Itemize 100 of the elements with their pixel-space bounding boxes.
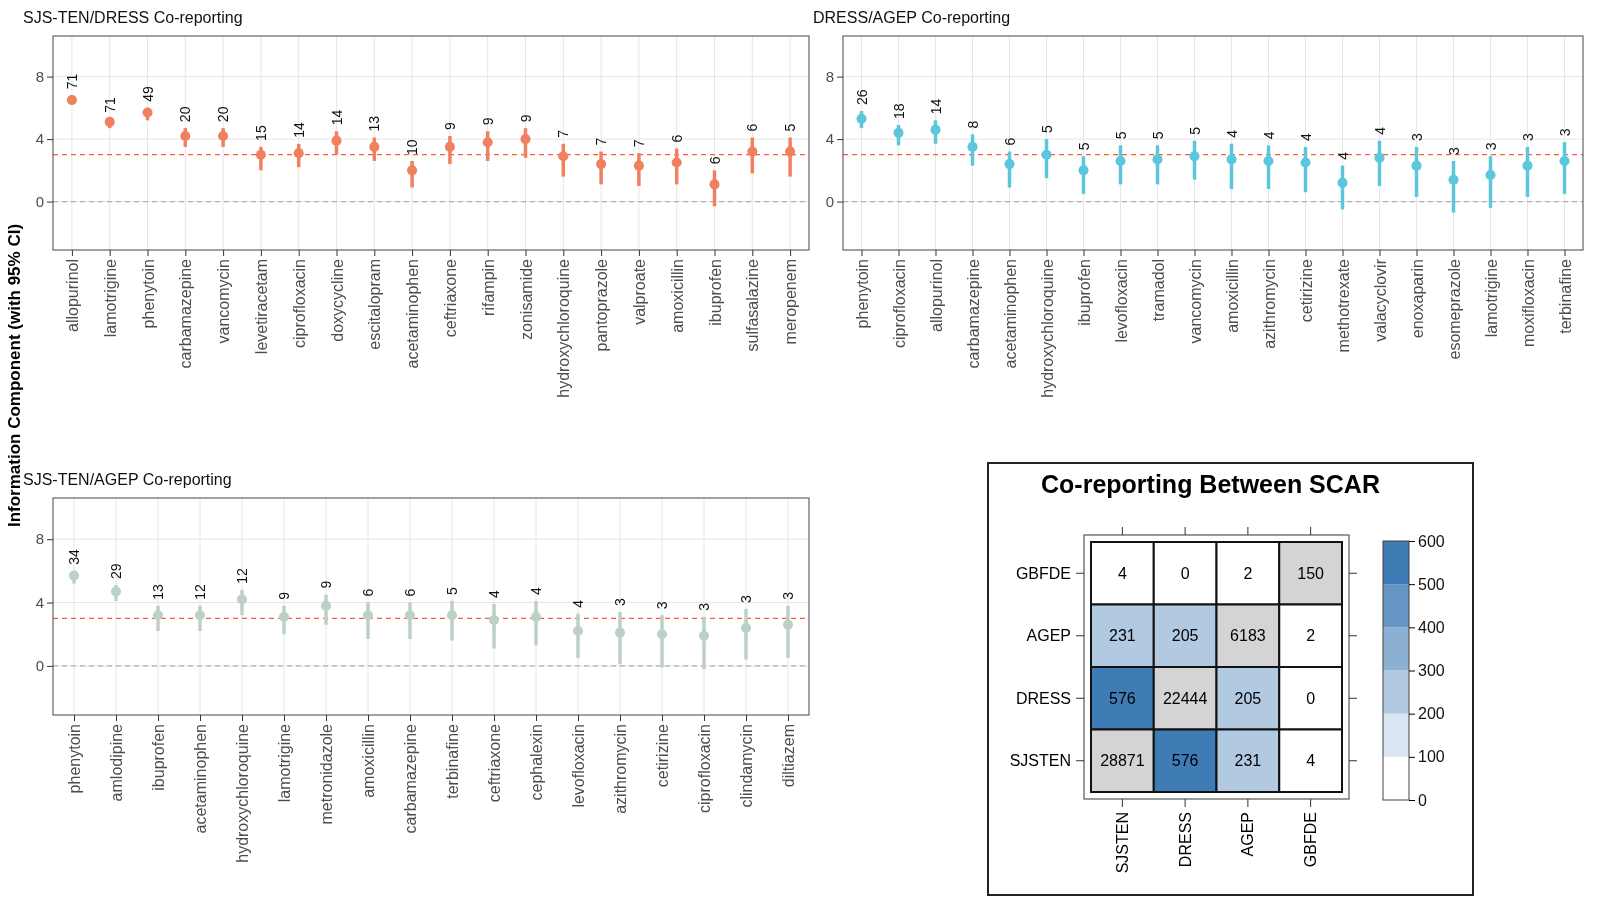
x-tick-label: clindamycin (738, 724, 756, 808)
x-tick-label: doxycycline (328, 258, 346, 342)
annotation: 5 (782, 123, 799, 132)
y-tick-label: 0 (35, 192, 44, 210)
annotation: 9 (479, 117, 496, 126)
x-tick-label: carbamazepine (964, 258, 982, 369)
x-tick-label: meropenem (782, 259, 800, 345)
data-label: 2 (1306, 627, 1316, 645)
x-tick-label: ciprofloxacin (696, 724, 714, 813)
data-label: 2 (1243, 564, 1253, 582)
x-tick-label: acetaminophen (404, 259, 422, 369)
annotation: 4 (528, 586, 544, 595)
annotation: 34 (66, 549, 82, 565)
y-tick-label: 0 (35, 657, 44, 675)
y-tick-label: 4 (35, 593, 44, 611)
annotation: 10 (404, 139, 421, 155)
x-tick-label: phenytoin (66, 724, 84, 794)
x-tick-label: phenytoin (139, 259, 157, 329)
annotation: 12 (234, 568, 250, 584)
chart-title: SJS-TEN/AGEP Co-reporting (23, 471, 232, 488)
annotation: 7 (630, 139, 647, 148)
x-tick-label: amoxicillin (668, 259, 686, 333)
annotation: 3 (738, 594, 754, 603)
color-bar-label: 600 (1418, 532, 1445, 550)
annotation: 3 (1556, 128, 1573, 137)
x-tick-label: cephalexin (528, 724, 546, 801)
y-axis-title: Information Component (with 95% CI) (5, 223, 24, 528)
x-tick-label: AGEP (1239, 812, 1257, 857)
x-tick-label: terbinafine (1556, 258, 1574, 334)
annotation: 6 (360, 588, 376, 597)
y-tick-label: 8 (35, 530, 44, 548)
x-tick-label: terbinafine (444, 723, 462, 799)
data-label: 576 (1109, 689, 1136, 707)
annotation: 6 (402, 588, 418, 597)
x-tick-label: moxifloxacin (1519, 259, 1537, 348)
x-tick-label: ceftriaxone (486, 723, 504, 803)
x-tick-label: allopurinol (927, 259, 945, 332)
annotation: 4 (1297, 132, 1314, 141)
annotation: 8 (964, 120, 981, 129)
annotation: 18 (890, 103, 907, 120)
x-tick-label: SJSTEN (1113, 812, 1131, 874)
x-tick-label: azithromycin (1260, 259, 1278, 349)
annotation: 14 (290, 121, 307, 138)
y-tick-label: DRESS (1015, 689, 1071, 707)
annotation: 4 (570, 599, 586, 608)
annotation: 14 (328, 109, 345, 126)
x-tick-label: hydroxychloroquine (555, 258, 573, 398)
x-tick-label: lamotrigine (101, 258, 119, 338)
annotation: 6 (744, 123, 761, 132)
x-tick-label: rifampin (479, 259, 497, 316)
x-tick-label: escitalopram (366, 259, 384, 350)
x-tick-label: sulfasalazine (744, 258, 762, 352)
x-tick-label: amoxicillin (1223, 259, 1241, 333)
annotation: 9 (441, 121, 458, 130)
color-bar-label: 300 (1418, 662, 1445, 680)
annotation: 5 (1038, 125, 1055, 134)
x-tick-label: valacyclovir (1371, 258, 1389, 342)
annotation: 9 (276, 591, 292, 600)
color-bar-label: 100 (1418, 748, 1445, 766)
annotation: 5 (444, 586, 460, 595)
x-tick-label: pantoprazole (593, 258, 611, 352)
x-tick-label: ibuprofen (1075, 259, 1093, 326)
x-tick-label: enoxaparin (1408, 259, 1426, 339)
x-tick-label: ibuprofen (706, 259, 724, 326)
chart-title: DRESS/AGEP Co-reporting (813, 9, 1011, 26)
annotation: 12 (192, 583, 208, 600)
annotation: 71 (101, 97, 118, 113)
data-label: 4 (1117, 564, 1127, 582)
data-label: 576 (1171, 752, 1199, 770)
y-tick-label: AGEP (1026, 627, 1071, 645)
annotation: 4 (1223, 129, 1240, 138)
annotation: 3 (1408, 132, 1425, 141)
x-tick-label: amlodipine (108, 723, 126, 802)
annotation: 5 (1186, 126, 1203, 135)
data-label: 231 (1109, 627, 1136, 645)
x-tick-label: GBFDE (1302, 812, 1320, 868)
annotation: 3 (1445, 146, 1462, 155)
x-tick-label: hydroxychloroquine (234, 723, 252, 863)
annotation: 6 (1001, 137, 1018, 146)
color-bar-label: 500 (1418, 575, 1445, 593)
chart-title: SJS-TEN/DRESS Co-reporting (23, 9, 243, 26)
annotation: 5 (1149, 131, 1166, 140)
x-tick-label: methotrexate (1334, 258, 1352, 353)
annotation: 4 (486, 590, 502, 599)
annotation: 13 (150, 583, 166, 600)
x-tick-label: levetiracetam (253, 259, 270, 355)
x-tick-label: cetirizine (1297, 258, 1315, 323)
y-tick-label: 8 (35, 67, 44, 85)
annotation: 5 (1075, 142, 1092, 151)
annotation: 20 (177, 106, 194, 123)
annotation: 14 (927, 98, 944, 115)
annotation: 4 (1334, 151, 1351, 160)
text: 6183 (1230, 627, 1266, 645)
x-tick-label: diltiazem (780, 724, 798, 788)
color-bar-label: 200 (1418, 705, 1445, 723)
y-tick-label: 8 (825, 67, 834, 85)
data-label: 0 (1180, 564, 1190, 582)
x-tick-label: cetirizine (654, 723, 672, 788)
text: 28871 (1100, 752, 1145, 770)
text: 150 (1297, 564, 1324, 582)
